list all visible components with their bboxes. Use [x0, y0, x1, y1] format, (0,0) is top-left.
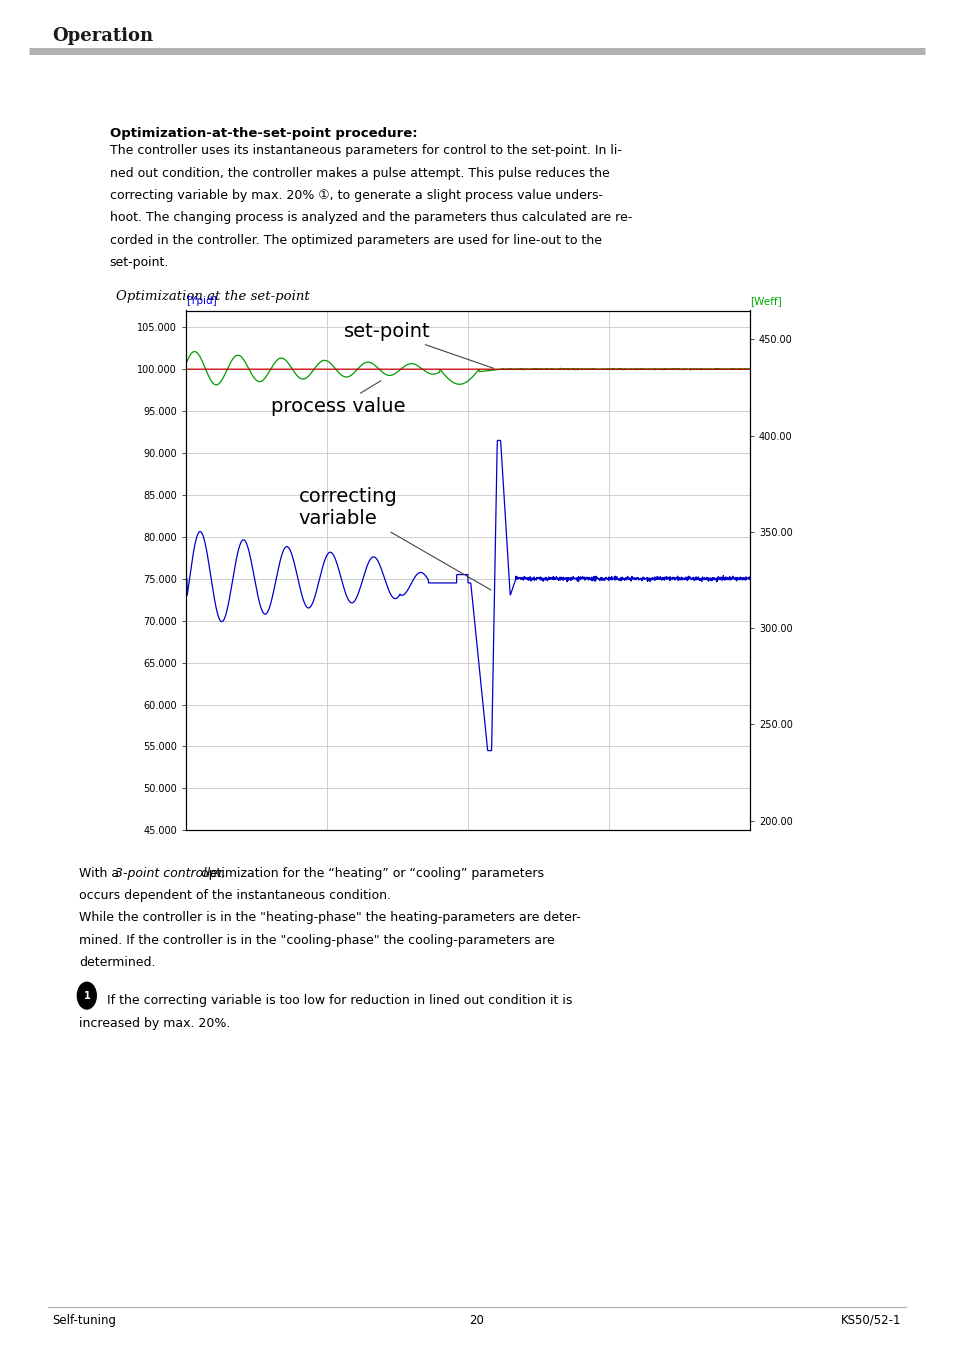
Text: [Ypid]: [Ypid]: [186, 297, 216, 306]
Text: set-point.: set-point.: [110, 256, 169, 269]
Text: KS50/52-1: KS50/52-1: [841, 1314, 901, 1327]
Text: Optimization at the set-point: Optimization at the set-point: [116, 290, 310, 304]
Text: Operation: Operation: [52, 27, 153, 46]
Text: Optimization-at-the-set-point procedure:: Optimization-at-the-set-point procedure:: [110, 127, 416, 140]
Text: With a: With a: [79, 867, 123, 880]
Text: 20: 20: [469, 1314, 484, 1327]
Text: The controller uses its instantaneous parameters for control to the set-point. I: The controller uses its instantaneous pa…: [110, 144, 621, 158]
Text: increased by max. 20%.: increased by max. 20%.: [79, 1017, 231, 1030]
Text: process value: process value: [271, 381, 405, 416]
Text: optimization for the “heating” or “cooling” parameters: optimization for the “heating” or “cooli…: [197, 867, 544, 880]
Text: set-point: set-point: [343, 321, 493, 369]
Text: correcting variable by max. 20% ①, to generate a slight process value unders-: correcting variable by max. 20% ①, to ge…: [110, 189, 602, 202]
Text: While the controller is in the "heating-phase" the heating-parameters are deter-: While the controller is in the "heating-…: [79, 911, 580, 925]
Text: determined.: determined.: [79, 956, 155, 969]
Text: If the correcting variable is too low for reduction in lined out condition it is: If the correcting variable is too low fo…: [103, 994, 572, 1007]
Text: 1: 1: [83, 991, 91, 1000]
Text: corded in the controller. The optimized parameters are used for line-out to the: corded in the controller. The optimized …: [110, 234, 601, 247]
Text: ned out condition, the controller makes a pulse attempt. This pulse reduces the: ned out condition, the controller makes …: [110, 166, 609, 180]
Text: mined. If the controller is in the "cooling-phase" the cooling-parameters are: mined. If the controller is in the "cool…: [79, 934, 555, 946]
Text: 3‑point controller,: 3‑point controller,: [115, 867, 226, 880]
Circle shape: [77, 983, 96, 1008]
Text: Self-tuning: Self-tuning: [52, 1314, 116, 1327]
Text: hoot. The changing process is analyzed and the parameters thus calculated are re: hoot. The changing process is analyzed a…: [110, 211, 631, 224]
Text: correcting
variable: correcting variable: [298, 487, 491, 590]
Text: [Weff]: [Weff]: [749, 297, 781, 306]
Text: occurs dependent of the instantaneous condition.: occurs dependent of the instantaneous co…: [79, 890, 391, 902]
